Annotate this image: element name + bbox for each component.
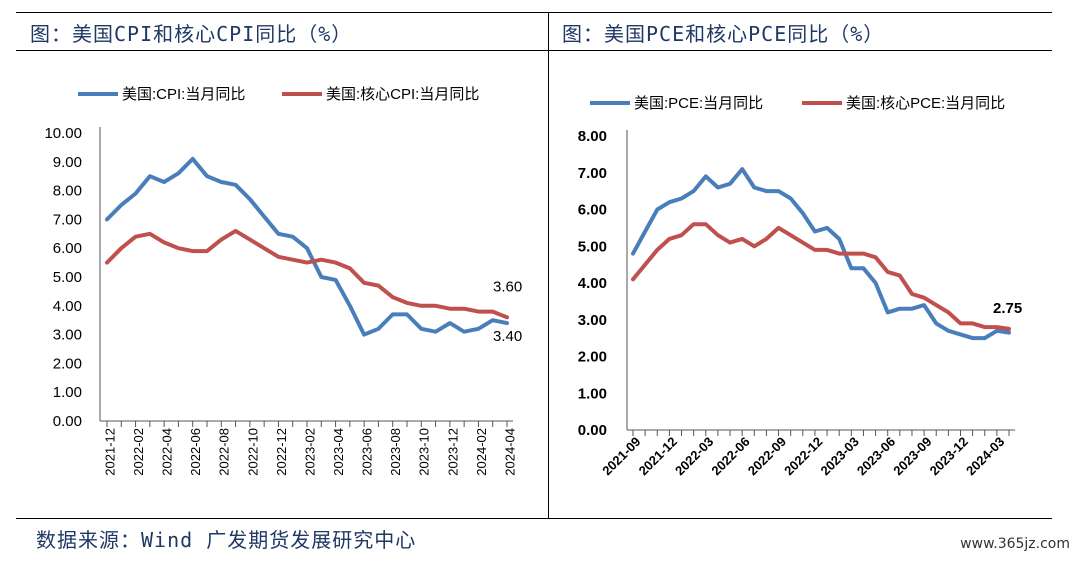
x-tick-label: 2022-09 (745, 434, 789, 478)
y-tick-label: 5.00 (53, 269, 82, 286)
x-tick-label: 2021-12 (102, 428, 117, 476)
bottom-border (16, 518, 1052, 519)
top-border (16, 12, 1052, 13)
x-tick-label: 2023-06 (854, 434, 898, 478)
legend-label: 美国:核心PCE:当月同比 (846, 95, 1005, 112)
y-tick-label: 10.00 (44, 125, 82, 142)
x-tick-label: 2024-04 (502, 428, 517, 476)
data-annotation: 3.60 (493, 278, 522, 295)
series-line-core (105, 228, 509, 320)
x-tick-label: 2022-03 (672, 434, 716, 478)
y-tick-label: 4.00 (53, 298, 82, 315)
x-tick-label: 2023-06 (360, 428, 375, 476)
y-tick-label: 0.00 (578, 422, 607, 439)
x-tick-label: 2022-12 (274, 428, 289, 476)
title-underline (16, 50, 1052, 51)
x-tick-label: 2022-06 (708, 434, 752, 478)
y-tick-label: 8.00 (578, 128, 607, 145)
x-tick-label: 2023-10 (417, 428, 432, 476)
x-tick-label: 2022-04 (160, 428, 175, 476)
x-tick-label: 2023-12 (927, 434, 971, 478)
y-tick-label: 3.00 (53, 327, 82, 344)
x-tick-label: 2022-02 (131, 428, 146, 476)
y-tick-label: 2.00 (53, 355, 82, 372)
y-tick-label: 9.00 (53, 154, 82, 171)
x-tick-label: 2024-02 (474, 428, 489, 476)
x-tick-label: 2022-08 (217, 428, 232, 476)
x-tick-label: 2023-12 (445, 428, 460, 476)
x-tick-label: 2023-08 (388, 428, 403, 476)
x-tick-label: 2022-10 (245, 428, 260, 476)
legend-label: 美国:PCE:当月同比 (634, 95, 763, 112)
x-tick-label: 2022-12 (781, 434, 825, 478)
data-annotation: 3.40 (493, 328, 522, 345)
x-tick-label: 2021-12 (636, 434, 680, 478)
data-source: 数据来源：Wind 广发期货发展研究中心 (36, 528, 417, 552)
series-line-headline (105, 156, 509, 337)
pce-chart-title: 图：美国PCE和核心PCE同比（%） (562, 22, 885, 46)
y-tick-label: 6.00 (53, 240, 82, 257)
panel-divider (548, 12, 549, 518)
x-tick-label: 2023-02 (302, 428, 317, 476)
legend-label: 美国:CPI:当月同比 (122, 86, 245, 103)
y-tick-label: 4.00 (578, 275, 607, 292)
series-line-headline (631, 167, 1011, 341)
x-tick-label: 2024-03 (963, 434, 1007, 478)
series-line-core (631, 222, 1011, 331)
y-tick-label: 2.00 (578, 349, 607, 366)
y-tick-label: 7.00 (578, 165, 607, 182)
x-tick-label: 2021-09 (599, 434, 643, 478)
x-tick-label: 2023-09 (890, 434, 934, 478)
y-tick-label: 0.00 (53, 413, 82, 430)
watermark: www.365jz.com (960, 536, 1070, 552)
x-tick-label: 2022-06 (188, 428, 203, 476)
y-tick-label: 3.00 (578, 312, 607, 329)
y-tick-label: 1.00 (578, 385, 607, 402)
legend-label: 美国:核心CPI:当月同比 (326, 86, 479, 103)
x-tick-label: 2023-03 (818, 434, 862, 478)
data-annotation: 2.75 (993, 300, 1022, 317)
y-tick-label: 1.00 (53, 384, 82, 401)
y-tick-label: 8.00 (53, 183, 82, 200)
cpi-chart-title: 图：美国CPI和核心CPI同比（%） (30, 22, 353, 46)
x-tick-label: 2023-04 (331, 428, 346, 476)
y-tick-label: 7.00 (53, 211, 82, 228)
y-tick-label: 5.00 (578, 238, 607, 255)
y-tick-label: 6.00 (578, 202, 607, 219)
